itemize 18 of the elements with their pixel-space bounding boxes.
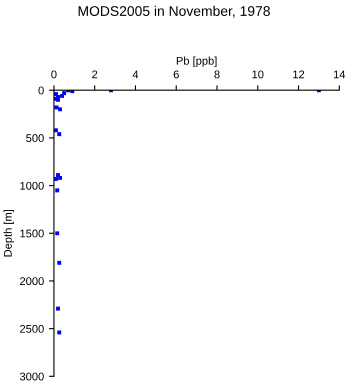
x-tick-label: 2 [92, 70, 98, 78]
y-tick-label: 2000 [20, 277, 44, 286]
x-tick-label: 12 [293, 70, 304, 78]
y-tick-label: 2500 [20, 324, 44, 333]
x-tick-label: 6 [174, 70, 179, 78]
x-axis-title: Pb [ppb] [176, 56, 217, 67]
y-tick-label: 1000 [20, 182, 44, 190]
chart-title: MODS2005 in November, 1978 [78, 6, 270, 18]
y-tick-label: 3000 [20, 372, 44, 380]
x-tick-label: 14 [334, 70, 346, 78]
x-tick-label: 10 [252, 70, 264, 78]
x-tick-label: 0 [51, 70, 57, 78]
y-tick-label: 500 [26, 134, 44, 142]
y-axis-title: Depth [m] [4, 210, 14, 256]
x-tick-label: 4 [132, 70, 138, 78]
y-tick-label: 1500 [20, 230, 44, 238]
x-tick-label: 8 [214, 70, 220, 78]
y-tick-label: 0 [38, 86, 44, 94]
